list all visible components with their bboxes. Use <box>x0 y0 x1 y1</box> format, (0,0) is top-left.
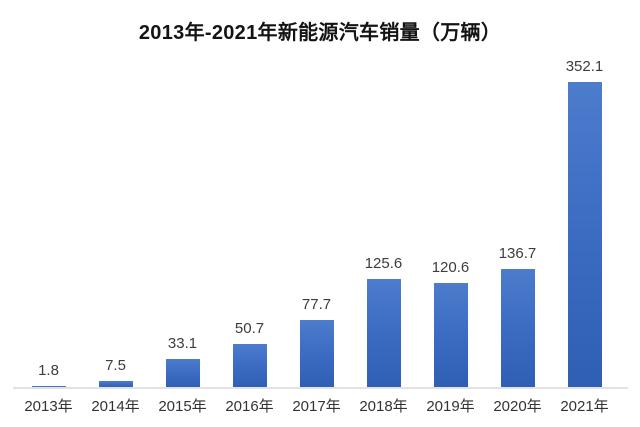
chart-title: 2013年-2021年新能源汽车销量（万辆） <box>138 22 502 44</box>
x-axis-tick-label: 2016年 <box>225 398 274 415</box>
bar <box>366 279 401 388</box>
bar <box>165 359 200 388</box>
bar-column: 120.6 <box>417 50 484 388</box>
plot-area: 1.8 7.5 33.1 50.7 77.7 125.6 120.6 136.7 352.1 <box>15 50 618 388</box>
x-axis-tick: 2015年 <box>149 395 216 416</box>
x-axis-tick-label: 2020年 <box>493 398 542 415</box>
bar-column: 352.1 <box>551 50 618 388</box>
bar-value-label: 33.1 <box>167 335 198 352</box>
x-axis-tick: 2019年 <box>417 395 484 416</box>
bar <box>500 269 535 388</box>
bar <box>567 82 602 388</box>
x-axis-tick: 2014年 <box>82 395 149 416</box>
x-axis-tick: 2021年 <box>551 395 618 416</box>
bar-column: 7.5 <box>82 50 149 388</box>
bar-column: 77.7 <box>283 50 350 388</box>
bar-column: 125.6 <box>350 50 417 388</box>
bar-value-label: 1.8 <box>38 362 59 379</box>
x-axis-tick: 2013年 <box>15 395 82 416</box>
x-axis-tick: 2016年 <box>216 395 283 416</box>
x-axis-tick-label: 2019年 <box>426 398 475 415</box>
bar-column: 136.7 <box>484 50 551 388</box>
bar-value-label: 50.7 <box>234 320 265 337</box>
bar-value-label: 352.1 <box>565 58 604 75</box>
x-axis-tick-label: 2017年 <box>292 398 341 415</box>
bar-column: 50.7 <box>216 50 283 388</box>
x-axis-line <box>13 387 628 389</box>
x-axis-tick-label: 2021年 <box>560 398 609 415</box>
bar-value-label: 136.7 <box>498 245 537 262</box>
x-axis-tick: 2018年 <box>350 395 417 416</box>
bar <box>433 283 468 388</box>
bar-value-label: 125.6 <box>364 255 403 272</box>
x-axis-tick: 2017年 <box>283 395 350 416</box>
x-axis-tick-label: 2013年 <box>24 398 73 415</box>
x-axis-tick-label: 2015年 <box>158 398 207 415</box>
bar <box>232 344 267 388</box>
x-axis-tick-label: 2018年 <box>359 398 408 415</box>
bar-value-label: 120.6 <box>431 259 470 276</box>
bar-value-label: 7.5 <box>105 357 126 374</box>
bar <box>299 320 334 388</box>
x-axis-tick-label: 2014年 <box>91 398 140 415</box>
bar-column: 1.8 <box>15 50 82 388</box>
x-axis-tick: 2020年 <box>484 395 551 416</box>
bar-value-label: 77.7 <box>301 296 332 313</box>
bar <box>98 381 133 388</box>
x-axis: 2013年 2014年 2015年 2016年 2017年 2018年 2019年 2020年… <box>15 395 618 416</box>
bar-column: 33.1 <box>149 50 216 388</box>
